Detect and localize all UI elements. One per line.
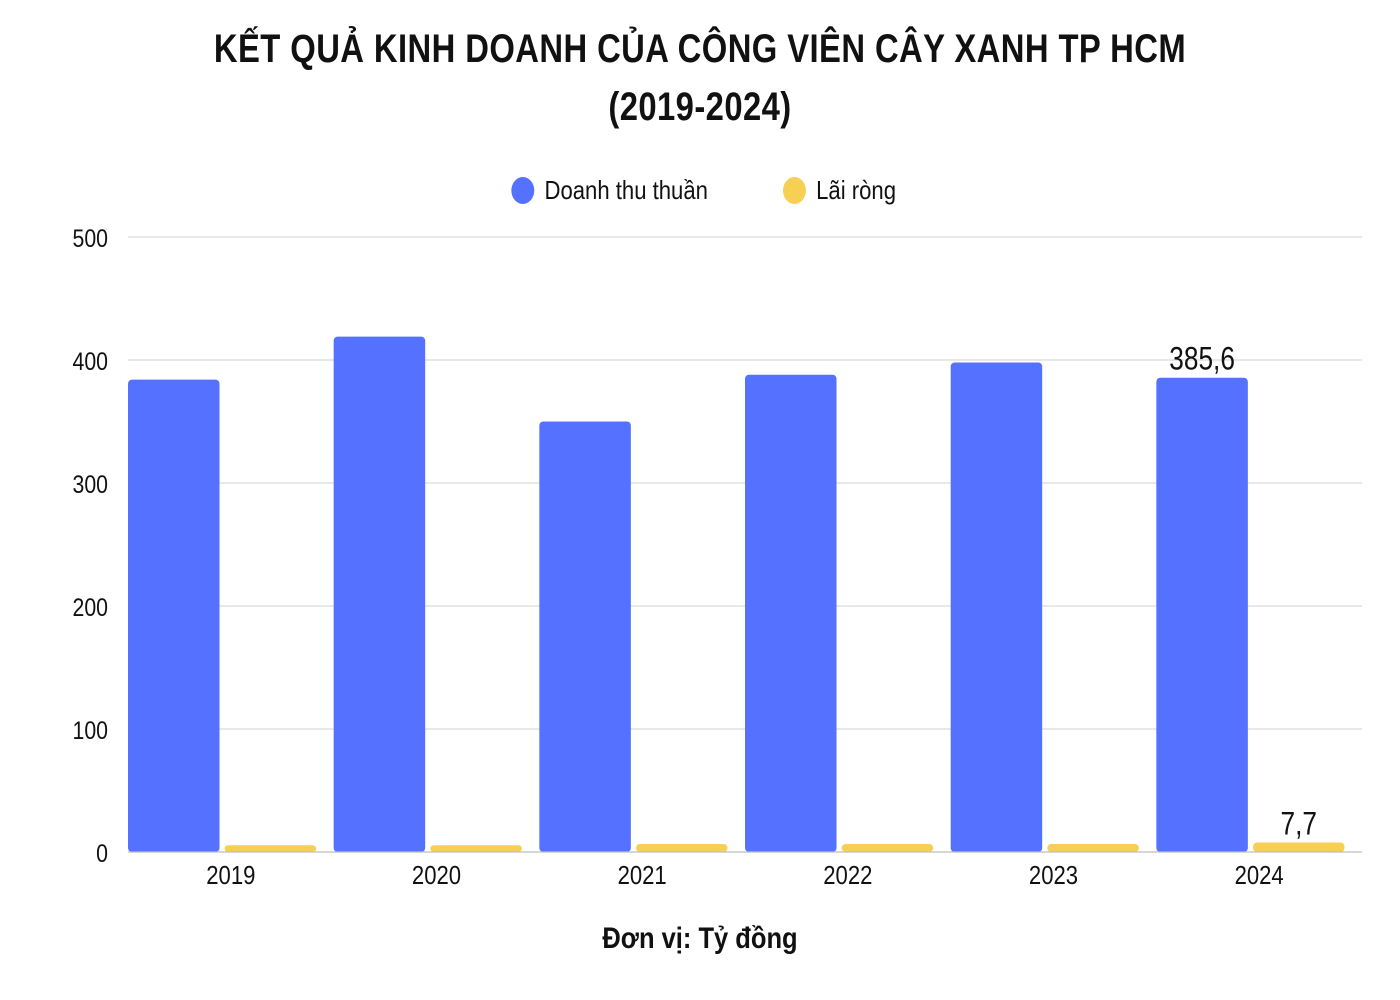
bar-revenue-2022 bbox=[745, 374, 837, 852]
chart-legend: Doanh thu thuần Lãi ròng bbox=[0, 170, 1400, 210]
legend-swatch-net-profit bbox=[783, 176, 807, 204]
x-tick-label-2022: 2022 bbox=[823, 861, 872, 890]
bar-revenue-2023 bbox=[950, 362, 1043, 852]
x-tick-label-2024: 2024 bbox=[1235, 861, 1284, 890]
bar-net-profit-2023 bbox=[1047, 844, 1139, 852]
unit-label: Đơn vị: Tỷ đồng bbox=[602, 922, 798, 955]
bar-revenue-2024 bbox=[1156, 377, 1248, 852]
bar-net-profit-2021 bbox=[635, 844, 728, 852]
x-tick-label-2021: 2021 bbox=[618, 861, 667, 890]
y-tick-label: 100 bbox=[73, 716, 108, 744]
y-tick-label: 200 bbox=[73, 593, 108, 621]
x-tick-label-2019: 2019 bbox=[206, 861, 255, 890]
x-tick-label-2020: 2020 bbox=[412, 861, 461, 890]
y-tick-label: 400 bbox=[73, 347, 108, 375]
bar-revenue-2021 bbox=[539, 421, 631, 852]
chart-title-line-2: (2019-2024) bbox=[608, 85, 792, 129]
bar-net-profit-2024 bbox=[1252, 842, 1345, 852]
data-label-revenue-2024: 385,6 bbox=[1169, 342, 1235, 377]
bar-net-profit-2022 bbox=[841, 844, 934, 852]
chart-title-line-1: KẾT QUẢ KINH DOANH CỦA CÔNG VIÊN CÂY XAN… bbox=[213, 27, 1187, 71]
legend-item-revenue[interactable]: Doanh thu thuần bbox=[511, 175, 708, 206]
y-tick-label: 500 bbox=[73, 224, 108, 252]
legend-swatch-revenue bbox=[511, 176, 535, 204]
x-tick-label-2023: 2023 bbox=[1029, 861, 1078, 890]
y-tick-label: 300 bbox=[73, 470, 108, 498]
bar-net-profit-2019 bbox=[224, 845, 317, 852]
legend-label-net-profit: Lãi ròng bbox=[816, 174, 897, 205]
data-label-net-profit-2024: 7,7 bbox=[1281, 807, 1317, 842]
chart-title: KẾT QUẢ KINH DOANH CỦA CÔNG VIÊN CÂY XAN… bbox=[126, 20, 1274, 136]
legend-item-net-profit[interactable]: Lãi ròng bbox=[783, 175, 896, 206]
bar-revenue-2020 bbox=[333, 336, 426, 852]
y-tick-label: 0 bbox=[96, 839, 108, 867]
legend-label-revenue: Doanh thu thuần bbox=[544, 174, 708, 205]
bar-revenue-2019 bbox=[128, 379, 220, 852]
bar-net-profit-2020 bbox=[430, 845, 522, 852]
